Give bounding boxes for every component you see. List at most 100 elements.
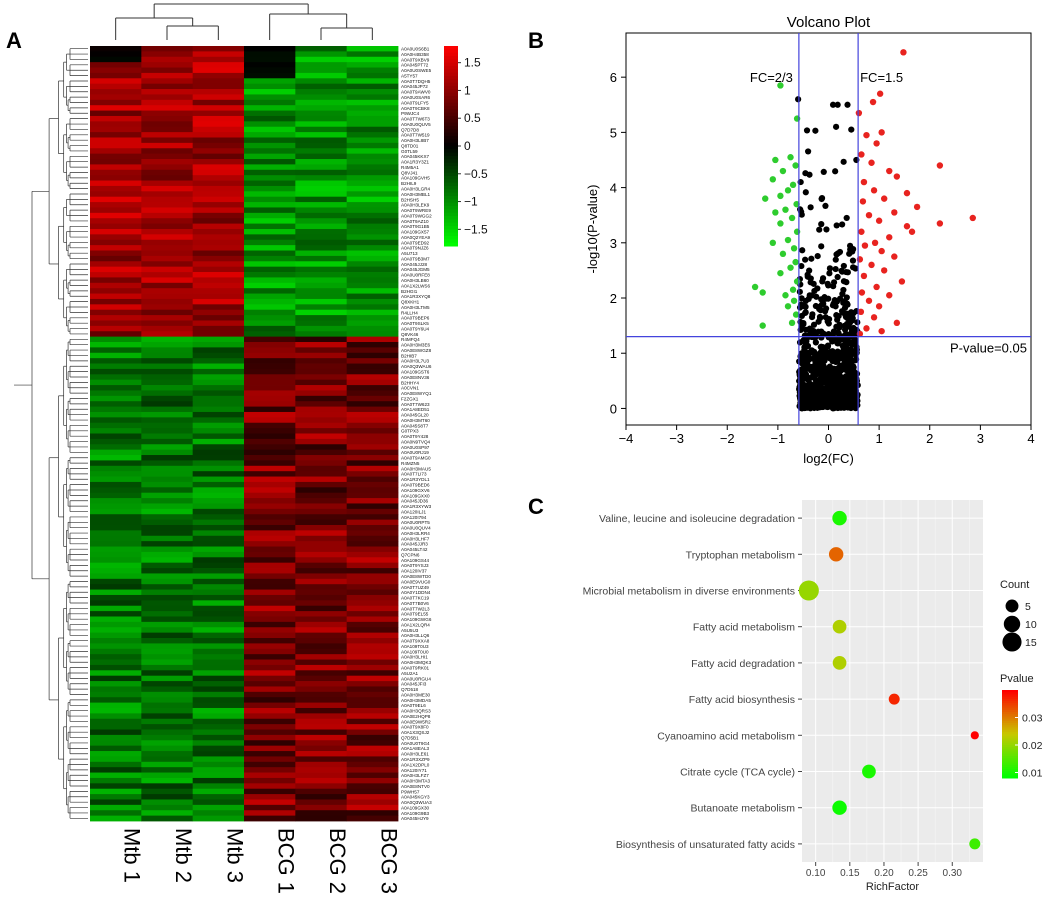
heatmap-cell [192, 718, 245, 725]
heatmap-cell [295, 724, 348, 730]
heatmap-cell [90, 390, 142, 397]
heatmap-cell [90, 115, 142, 122]
heatmap-cell [346, 78, 399, 85]
heatmap-cell [90, 202, 142, 208]
heatmap-cell [244, 455, 296, 461]
heatmap-cell [346, 126, 399, 133]
heatmap-row-label: Q8XKH1 [401, 300, 420, 305]
color-key-segment [444, 62, 458, 67]
heatmap-cell [346, 288, 399, 294]
volcano-point-up [886, 292, 893, 299]
enrichment-dot [828, 547, 844, 562]
heatmap-cell [192, 460, 245, 467]
heatmap-row-label: A0A0H3MTA3 [401, 779, 430, 784]
heatmap-cell [90, 627, 142, 634]
heatmap-cell [141, 697, 194, 703]
heatmap-cell [90, 422, 142, 429]
heatmap-cell [295, 175, 348, 181]
heatmap-row-label: R4M5A1 [401, 165, 419, 170]
color-key-segment [444, 102, 458, 107]
volcano-y-tick-label: 2 [610, 291, 617, 306]
heatmap-row-label: A0A109GXV6 [401, 488, 430, 493]
heatmap-cell [244, 514, 296, 521]
heatmap-cell [90, 282, 142, 289]
heatmap-cell [90, 126, 142, 133]
volcano-point-ns [825, 352, 832, 359]
color-key-segment [444, 56, 458, 60]
heatmap-cell [192, 228, 245, 235]
volcano-point-up [891, 209, 898, 216]
heatmap-cell [90, 406, 142, 413]
color-key-segment [444, 126, 458, 130]
heatmap-cell [90, 471, 142, 477]
heatmap-row-label: A0A045JFI3 [401, 682, 427, 687]
heatmap-cell [346, 519, 399, 526]
volcano-point-down [772, 209, 779, 216]
heatmap-cell [141, 325, 194, 332]
volcano-point-ns [816, 226, 823, 233]
heatmap-cell [192, 89, 245, 95]
heatmap-cell [295, 390, 348, 397]
heatmap-cell [192, 352, 245, 359]
heatmap-row-label: B2HIB7 [401, 353, 417, 358]
heatmap-cell [141, 551, 194, 558]
volcano-point-ns [805, 356, 812, 363]
heatmap-cell [141, 605, 194, 612]
heatmap-row-label: A0A0T9YSJ3 [401, 563, 429, 568]
heatmap-cell [295, 169, 348, 176]
heatmap-cell [192, 815, 245, 822]
heatmap-cell [192, 401, 245, 407]
heatmap-cell [192, 309, 245, 316]
heatmap-cell [295, 584, 348, 590]
heatmap-cell [244, 508, 296, 515]
heatmap-cell [141, 707, 194, 714]
heatmap-cell [192, 255, 245, 262]
volcano-point-ns [850, 368, 858, 375]
pvalue-legend-segment [1002, 703, 1018, 706]
heatmap-cell [346, 56, 399, 63]
volcano-point-up [969, 214, 976, 222]
heatmap-cell [141, 293, 194, 300]
heatmap-cell [295, 196, 348, 203]
heatmap-cell [346, 358, 399, 364]
heatmap-cell [192, 740, 245, 747]
volcano-point-up [891, 253, 898, 260]
heatmap-cell [295, 503, 348, 510]
volcano-x-tick-label: 1 [876, 431, 883, 446]
pvalue-legend-segment [1002, 725, 1018, 728]
volcano-point-ns [836, 295, 844, 302]
heatmap-cell [244, 465, 296, 472]
heatmap-cell [141, 815, 194, 822]
heatmap-cell [295, 783, 348, 790]
heatmap-cell [346, 347, 399, 354]
heatmap-cell [192, 455, 245, 461]
heatmap-row-label: A0A120I794 [401, 515, 427, 520]
heatmap-cell [295, 207, 348, 214]
heatmap-row-label: A0A0U0RPT5 [401, 520, 430, 525]
heatmap-cell [90, 562, 142, 569]
heatmap-row-label: A0A0H3MAU5 [401, 466, 431, 471]
heatmap-cell [244, 148, 296, 155]
color-key-segment [444, 166, 458, 170]
heatmap-cell [295, 707, 348, 714]
heatmap-cell [141, 288, 194, 294]
volcano-annotation-fc-high: FC=1.5 [860, 70, 903, 85]
heatmap-cell [192, 503, 245, 510]
heatmap-cell [346, 132, 399, 138]
heatmap-row-label: A0A0T7B0V6 [401, 601, 429, 606]
heatmap-cell [141, 390, 194, 397]
heatmap-cell [346, 794, 399, 800]
heatmap-cell [295, 444, 348, 451]
volcano-point-ns [811, 372, 818, 380]
heatmap-cell [141, 272, 194, 278]
heatmap-cell [192, 245, 245, 251]
heatmap-row-label: A0A109G9B3 [401, 811, 430, 816]
heatmap-cell [295, 718, 348, 725]
heatmap-row-label: A0A109GVH5 [401, 176, 430, 181]
volcano-point-ns [822, 202, 829, 210]
heatmap-row-label: A0A045LT42 [401, 547, 428, 552]
color-key-segment [444, 132, 458, 137]
heatmap-cell [346, 788, 399, 795]
heatmap-cell [244, 228, 296, 235]
volcano-point-ns [813, 391, 820, 398]
